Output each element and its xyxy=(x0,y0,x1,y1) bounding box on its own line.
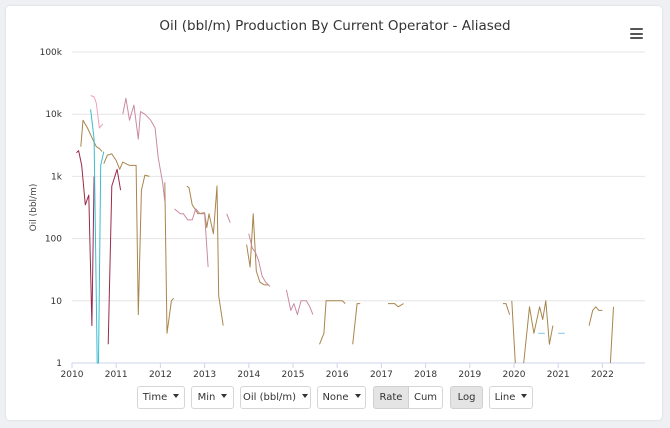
series-line-5[interactable] xyxy=(90,109,105,364)
none-dropdown[interactable]: None xyxy=(317,386,366,409)
line-dropdown-label: Line xyxy=(494,392,516,403)
y-tick-label: 100k xyxy=(40,48,63,58)
y-tick-label: 100 xyxy=(45,235,62,245)
oil-dropdown[interactable]: Oil (bbl/m) xyxy=(240,386,311,409)
time-dropdown[interactable]: Time xyxy=(137,386,185,409)
y-axis-label: Oil (bbl/m) xyxy=(29,184,39,232)
x-tick-label: 2018 xyxy=(414,370,437,380)
series-line-3[interactable] xyxy=(174,208,209,268)
y-tick-label: 10k xyxy=(45,110,62,120)
x-tick-label: 2014 xyxy=(237,370,260,380)
min-dropdown[interactable]: Min xyxy=(191,386,234,409)
chart-controls: Time Min Oil (bbl/m) None Rate Cum Log L… xyxy=(0,386,670,410)
caret-down-icon xyxy=(521,394,528,398)
series-line-1[interactable] xyxy=(388,303,404,308)
series-line-3[interactable] xyxy=(285,289,314,316)
series-line-3[interactable] xyxy=(248,233,271,287)
x-tick-label: 2010 xyxy=(61,370,84,380)
series-line-2[interactable] xyxy=(107,168,122,345)
min-dropdown-label: Min xyxy=(197,392,216,403)
chart-series xyxy=(76,95,614,364)
caret-down-icon xyxy=(173,394,180,398)
series-line-1[interactable] xyxy=(503,303,511,315)
chart-card xyxy=(6,6,662,420)
caret-down-icon xyxy=(302,394,308,398)
series-line-1[interactable] xyxy=(164,182,175,334)
y-tick-label: 10 xyxy=(51,297,63,307)
caret-down-icon xyxy=(354,394,361,398)
series-line-1[interactable] xyxy=(246,213,269,286)
x-tick-label: 2019 xyxy=(458,370,481,380)
y-tick-label: 1 xyxy=(56,359,62,369)
cum-button[interactable]: Cum xyxy=(409,386,443,409)
x-axis-ticks: 2010 2011 2012 2013 2014 2015 2016 2017 2018 2019… xyxy=(61,363,614,380)
time-dropdown-label: Time xyxy=(142,392,168,403)
series-line-3[interactable] xyxy=(122,97,166,202)
series-line-1[interactable] xyxy=(609,306,614,364)
x-tick-label: 2020 xyxy=(503,370,526,380)
series-line-1[interactable] xyxy=(352,303,361,345)
none-dropdown-label: None xyxy=(322,392,349,403)
series-line-1[interactable] xyxy=(103,153,150,316)
x-tick-label: 2013 xyxy=(193,370,216,380)
line-dropdown[interactable]: Line xyxy=(489,386,533,409)
x-tick-label: 2017 xyxy=(370,370,393,380)
y-tick-label: 1k xyxy=(51,172,63,182)
x-tick-label: 2015 xyxy=(282,370,305,380)
series-line-2[interactable] xyxy=(76,150,95,327)
x-tick-label: 2012 xyxy=(149,370,172,380)
series-line-1[interactable] xyxy=(511,300,516,364)
x-tick-label: 2016 xyxy=(326,370,349,380)
series-line-1[interactable] xyxy=(523,300,554,364)
x-tick-label: 2021 xyxy=(547,370,570,380)
series-line-1[interactable] xyxy=(588,306,603,326)
rate-button[interactable]: Rate xyxy=(373,386,409,409)
chart-grid xyxy=(72,51,645,364)
oil-dropdown-label: Oil (bbl/m) xyxy=(243,392,296,403)
series-line-4[interactable] xyxy=(90,95,104,129)
series-line-1[interactable] xyxy=(319,300,346,345)
series-line-3[interactable] xyxy=(226,213,231,223)
caret-down-icon xyxy=(221,394,228,398)
hamburger-menu-icon[interactable] xyxy=(630,28,643,39)
series-line-1[interactable] xyxy=(80,119,103,152)
x-tick-label: 2022 xyxy=(591,370,614,380)
y-axis-ticks: 1 10 100 1k 10k 100k xyxy=(40,48,63,369)
x-tick-label: 2011 xyxy=(105,370,128,380)
log-button[interactable]: Log xyxy=(450,386,483,409)
series-line-1[interactable] xyxy=(186,185,224,326)
chart-title: Oil (bbl/m) Production By Current Operat… xyxy=(159,18,511,34)
